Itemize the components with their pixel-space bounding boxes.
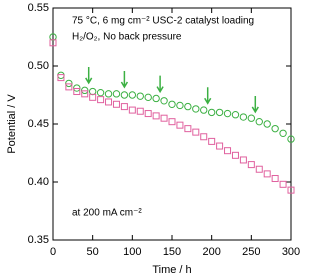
marker <box>176 121 184 129</box>
marker <box>271 124 279 133</box>
marker <box>279 180 287 188</box>
y-tick-label: 0.40 <box>28 176 49 188</box>
marker <box>57 71 65 79</box>
marker <box>287 135 295 143</box>
marker <box>65 83 73 91</box>
annotation: at 200 mA cm⁻² <box>72 208 142 219</box>
marker <box>263 170 271 178</box>
marker <box>89 93 97 101</box>
x-tick-label: 100 <box>123 246 141 258</box>
marker <box>144 93 152 102</box>
marker <box>215 108 224 117</box>
x-tick-label: 300 <box>282 246 300 258</box>
y-axis-title: Potential / V <box>6 94 18 154</box>
marker <box>271 175 279 183</box>
y-tick-label: 0.50 <box>28 60 49 72</box>
marker <box>279 129 287 137</box>
marker <box>120 103 128 111</box>
plot-frame <box>52 7 292 241</box>
marker <box>105 98 113 106</box>
marker <box>192 105 200 113</box>
arrow <box>85 66 93 85</box>
x-tick-label: 250 <box>242 246 260 258</box>
marker <box>136 92 144 100</box>
marker <box>216 142 224 150</box>
marker <box>49 39 57 47</box>
marker <box>255 165 263 173</box>
marker <box>287 186 295 194</box>
arrow <box>251 95 259 114</box>
marker <box>144 110 152 118</box>
marker <box>176 101 184 110</box>
marker <box>247 114 256 122</box>
marker <box>136 107 144 115</box>
marker <box>128 91 137 99</box>
marker <box>160 97 168 105</box>
marker <box>200 133 208 141</box>
marker <box>160 114 168 122</box>
marker <box>128 106 136 114</box>
marker <box>263 120 271 128</box>
marker <box>104 90 113 98</box>
y-tick-label: 0.55 <box>28 2 49 14</box>
marker <box>239 113 248 121</box>
arrow <box>156 75 164 94</box>
marker <box>200 106 208 114</box>
arrow <box>120 71 129 89</box>
marker <box>152 94 160 103</box>
marker <box>152 112 160 120</box>
marker <box>207 108 216 117</box>
y-tick-label: 0.35 <box>28 234 49 246</box>
marker <box>112 90 121 98</box>
marker <box>168 100 176 108</box>
y-tick-label: 0.45 <box>28 118 49 130</box>
marker <box>223 109 232 118</box>
arrow <box>204 87 212 105</box>
marker <box>231 151 239 159</box>
marker <box>97 96 105 104</box>
marker <box>96 88 105 97</box>
marker <box>231 111 240 119</box>
marker <box>120 91 129 99</box>
marker <box>208 137 216 145</box>
marker <box>247 161 255 169</box>
x-tick-label: 150 <box>163 246 181 258</box>
x-tick-label: 0 <box>50 246 56 258</box>
marker <box>192 128 200 136</box>
marker <box>168 118 176 126</box>
marker <box>184 125 192 133</box>
marker <box>81 90 89 98</box>
marker <box>88 87 97 96</box>
annotation: H₂/O₂, No back pressure <box>72 32 182 43</box>
marker <box>57 74 65 82</box>
annotation: 75 °C, 6 mg cm⁻² USC-2 catalyst loading <box>72 16 254 27</box>
marker <box>112 100 120 108</box>
marker <box>239 156 247 164</box>
x-tick-label: 50 <box>87 246 99 258</box>
x-tick-label: 200 <box>202 246 220 258</box>
marker <box>255 117 263 126</box>
marker <box>184 102 192 111</box>
marker <box>73 88 81 96</box>
x-axis-title: Time / h <box>152 264 191 276</box>
marker <box>224 147 232 155</box>
chart: 75 °C, 6 mg cm⁻² USC-2 catalyst loading … <box>6 2 300 276</box>
